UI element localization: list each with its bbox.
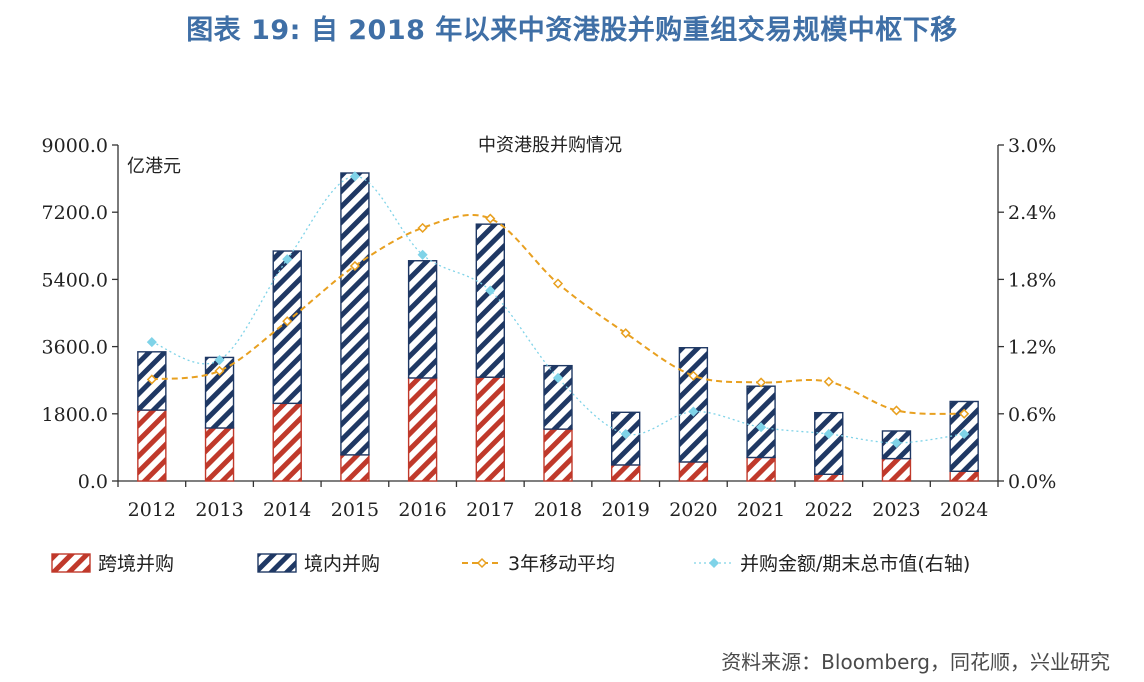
left-tick-label: 5400.0 bbox=[42, 269, 108, 291]
x-tick-label: 2015 bbox=[331, 499, 379, 521]
moving-average-point bbox=[214, 365, 225, 376]
chart-title: 中资港股并购情况 bbox=[478, 135, 622, 156]
ratio-point bbox=[417, 249, 428, 260]
ratio-point bbox=[552, 372, 564, 384]
ratio-point bbox=[688, 406, 699, 417]
y-axis-unit-label: 亿港元 bbox=[127, 156, 181, 177]
right-tick-label: 0.0% bbox=[1008, 471, 1056, 493]
x-tick-label: 2023 bbox=[872, 499, 920, 521]
moving-average-point bbox=[823, 376, 834, 387]
bar-cross-border bbox=[678, 461, 709, 482]
moving-average-point bbox=[417, 222, 428, 233]
moving-average-point bbox=[620, 328, 631, 339]
ratio-point bbox=[282, 254, 293, 265]
moving-average-point bbox=[282, 316, 293, 327]
x-tick-label: 2014 bbox=[263, 499, 311, 521]
bar-domestic bbox=[407, 260, 438, 379]
moving-average-point bbox=[146, 374, 157, 385]
ratio-point bbox=[756, 422, 767, 433]
legend-label: 跨境并购 bbox=[98, 553, 174, 575]
moving-average-point bbox=[349, 260, 360, 272]
left-tick-label: 0.0 bbox=[78, 471, 108, 493]
legend-moving-average: 3年移动平均 bbox=[462, 553, 615, 575]
legend-ratio: 并购金额/期末总市值(右轴) bbox=[694, 553, 970, 575]
ratio-point bbox=[823, 428, 834, 440]
bar-cross-border bbox=[814, 473, 844, 482]
bar-cross-border bbox=[137, 409, 167, 482]
ratio-point bbox=[349, 171, 360, 182]
page-title: 图表 19: 自 2018 年以来中资港股并购重组交易规模中枢下移 bbox=[186, 15, 958, 46]
bar-domestic bbox=[678, 347, 709, 463]
bar-cross-border bbox=[204, 427, 235, 482]
ratio-line bbox=[151, 175, 965, 444]
x-tick-label: 2017 bbox=[466, 499, 514, 521]
legend-label: 3年移动平均 bbox=[508, 553, 615, 575]
ratio-point bbox=[620, 428, 631, 440]
x-tick-label: 2019 bbox=[602, 499, 650, 521]
bar-cross-border bbox=[543, 428, 573, 482]
moving-average-point bbox=[756, 377, 767, 388]
left-tick-label: 1800.0 bbox=[42, 404, 108, 426]
legend-label: 并购金额/期末总市值(右轴) bbox=[740, 553, 970, 575]
ratio-point bbox=[146, 337, 157, 348]
ratio-point bbox=[214, 354, 225, 366]
legend-cross-border: 跨境并购 bbox=[51, 553, 174, 575]
x-tick-label: 2016 bbox=[398, 499, 446, 521]
x-tick-label: 2022 bbox=[805, 499, 853, 521]
bar-cross-border bbox=[881, 457, 912, 482]
x-tick-label: 2024 bbox=[940, 499, 988, 521]
legend-swatch bbox=[51, 553, 91, 573]
right-tick-label: 3.0% bbox=[1008, 135, 1056, 157]
right-tick-label: 1.2% bbox=[1008, 337, 1056, 359]
bar-cross-border bbox=[272, 402, 302, 482]
moving-average-point bbox=[688, 370, 699, 381]
right-tick-label: 2.4% bbox=[1008, 202, 1056, 224]
merger-chart: 中资港股并购情况 亿港元 0.0 1800.0 3600.0 5400.0 7200.0… bbox=[42, 135, 1057, 575]
bar-domestic bbox=[272, 250, 302, 405]
bar-domestic bbox=[746, 385, 776, 459]
left-tick-label: 3600.0 bbox=[42, 337, 108, 359]
bar-cross-border bbox=[340, 454, 370, 482]
bar-cross-border bbox=[746, 456, 776, 482]
bar-domestic bbox=[814, 411, 844, 475]
legend-domestic: 境内并购 bbox=[257, 553, 380, 575]
moving-average-point bbox=[485, 213, 496, 224]
right-tick-label: 1.8% bbox=[1008, 269, 1056, 291]
legend-label: 境内并购 bbox=[304, 553, 380, 575]
moving-average-point bbox=[891, 405, 902, 416]
left-tick-label: 9000.0 bbox=[42, 135, 108, 157]
ratio-point bbox=[891, 437, 902, 448]
ratio-point bbox=[485, 285, 496, 296]
legend-marker bbox=[476, 557, 488, 569]
right-tick-label: 0.6% bbox=[1008, 404, 1056, 426]
x-tick-label: 2013 bbox=[195, 499, 243, 521]
source-note: 资料来源：Bloomberg，同花顺，兴业研究 bbox=[721, 650, 1110, 674]
x-tick-label: 2021 bbox=[737, 499, 785, 521]
ratio-point bbox=[959, 428, 970, 440]
bar-domestic bbox=[475, 223, 506, 378]
bar-cross-border bbox=[610, 464, 641, 482]
moving-average-point bbox=[959, 408, 970, 419]
moving-average-point bbox=[552, 278, 564, 289]
legend-marker bbox=[708, 557, 720, 569]
x-tick-label: 2020 bbox=[669, 499, 717, 521]
bar-cross-border bbox=[475, 376, 506, 482]
bar-cross-border bbox=[407, 377, 438, 482]
bar-cross-border bbox=[949, 470, 979, 482]
x-tick-label: 2012 bbox=[128, 499, 176, 521]
bar-domestic bbox=[340, 172, 370, 456]
x-tick-label: 2018 bbox=[534, 499, 582, 521]
left-tick-label: 7200.0 bbox=[42, 202, 108, 224]
legend-swatch bbox=[257, 553, 297, 573]
